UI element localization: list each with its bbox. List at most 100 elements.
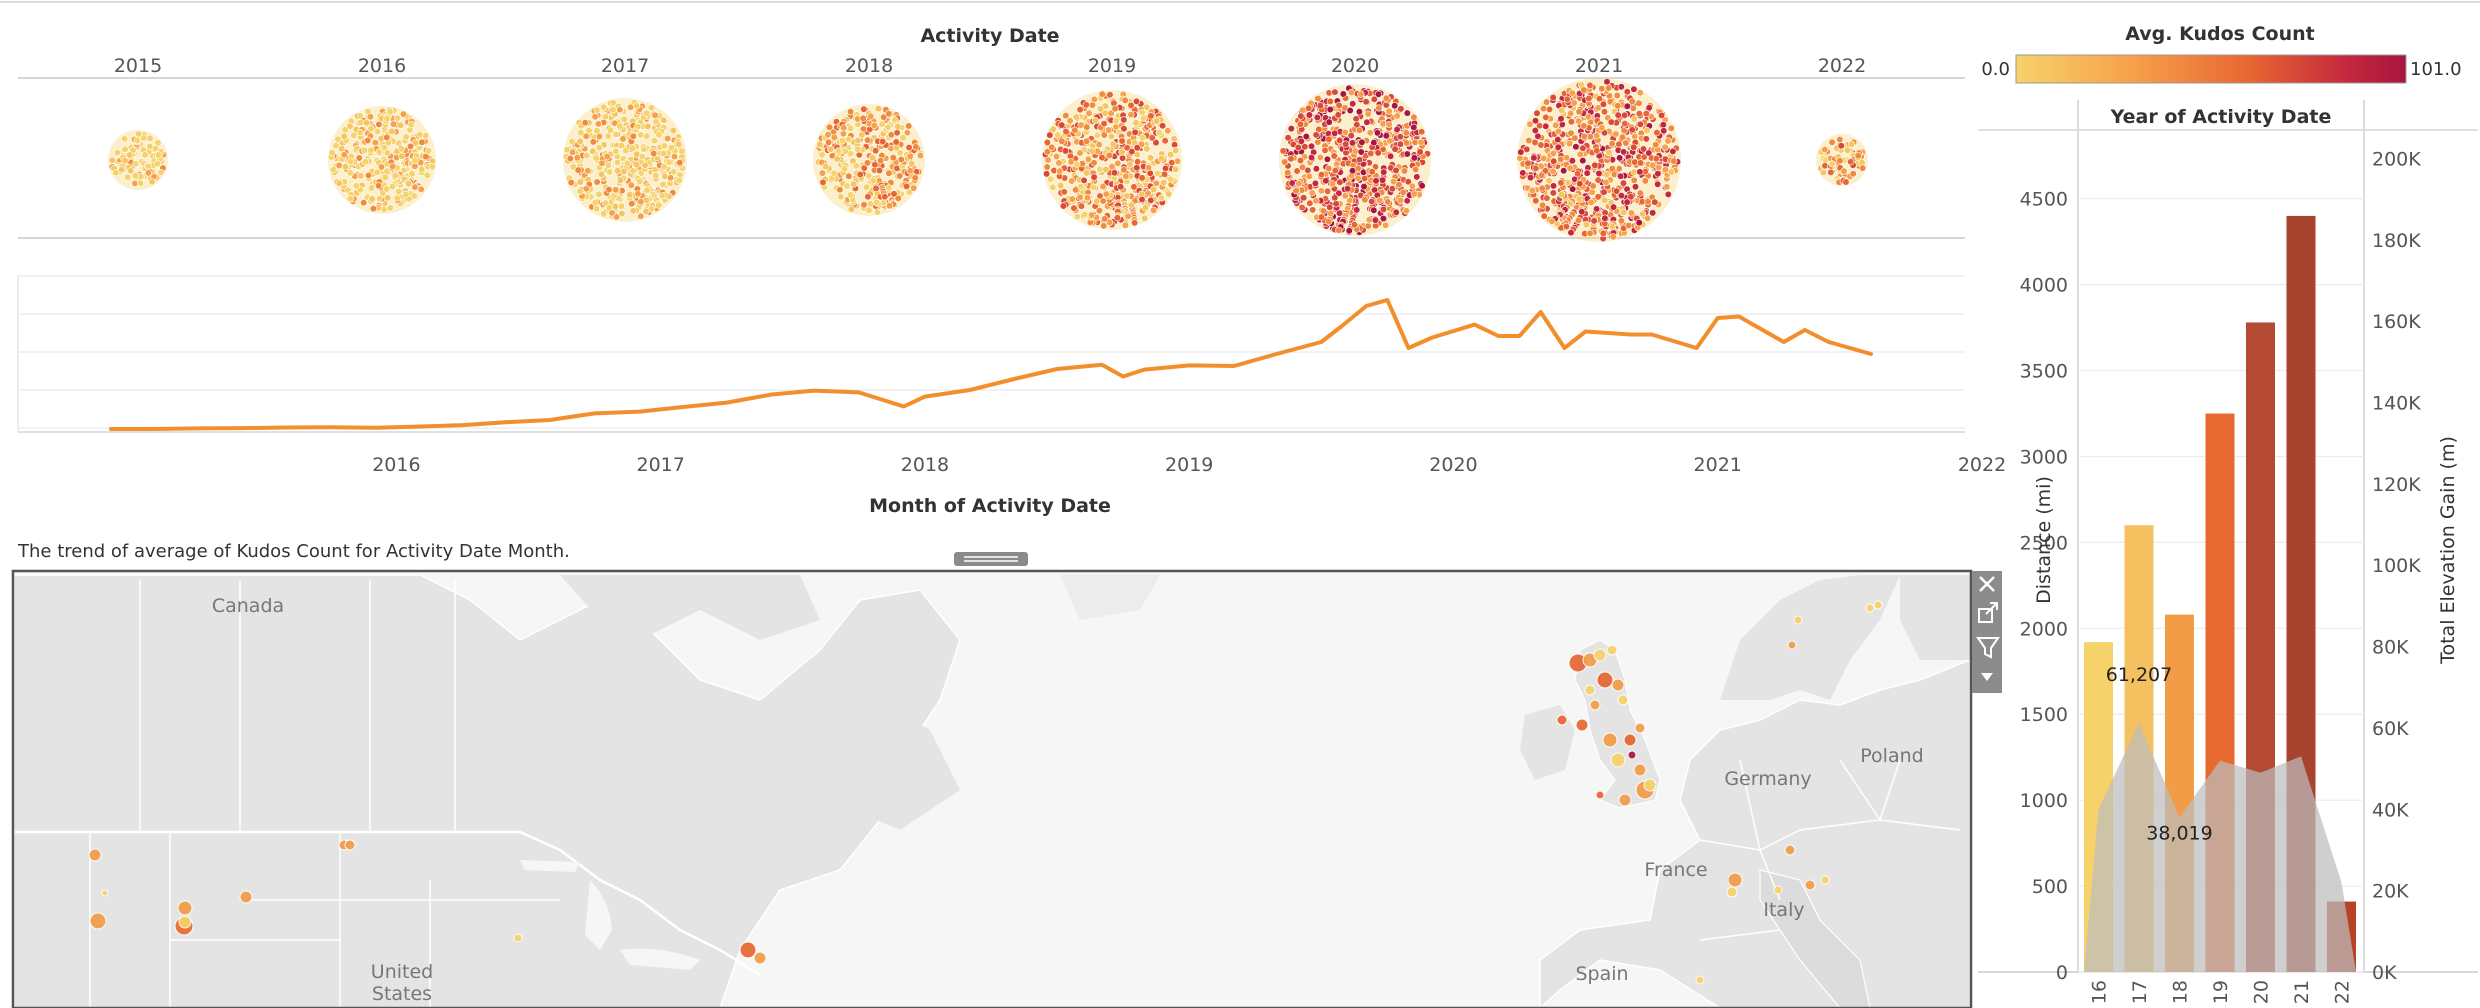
bar-y2-axis-title: Total Elevation Gain (m)	[2437, 436, 2459, 665]
map-pin[interactable]	[1633, 763, 1647, 777]
map-pin[interactable]	[1787, 640, 1797, 650]
dropdown-arrow-icon[interactable]	[1981, 673, 1993, 681]
map-pin[interactable]	[739, 941, 757, 959]
line-x-tick: 2018	[901, 454, 949, 476]
bar-y2-tick: 140K	[2372, 393, 2421, 415]
close-icon[interactable]	[1979, 576, 1995, 592]
map-pin[interactable]	[1611, 678, 1625, 692]
map-toolbar	[1972, 571, 2002, 693]
bubble-cluster[interactable]	[108, 130, 168, 190]
bar-x-tick: 17	[2129, 980, 2151, 1004]
map-pin[interactable]	[1596, 671, 1614, 689]
map-pin[interactable]	[1784, 844, 1796, 856]
bubble-cluster[interactable]	[1041, 90, 1182, 230]
map-pin[interactable]	[239, 890, 253, 904]
map-pin[interactable]	[1793, 615, 1803, 625]
bar-y2-tick: 40K	[2372, 799, 2409, 821]
bubble-year-label: 2022	[1818, 55, 1866, 77]
bar-x-tick: 21	[2291, 980, 2313, 1004]
map-pin[interactable]	[88, 848, 102, 862]
bar-y-tick: 1500	[2020, 704, 2068, 726]
map-pin[interactable]	[1623, 733, 1637, 747]
map-pin[interactable]	[1865, 603, 1875, 613]
bar-chart-title: Year of Activity Date	[2110, 106, 2332, 128]
map-pin[interactable]	[1804, 879, 1816, 891]
map-pin[interactable]	[1873, 600, 1883, 610]
bar-y-tick: 4000	[2020, 275, 2068, 297]
great-lakes	[520, 860, 700, 970]
map-pin[interactable]	[1584, 684, 1596, 696]
map-pin[interactable]	[101, 889, 109, 897]
map-label-italy: Italy	[1763, 899, 1804, 921]
bar-y2-tick: 0K	[2372, 962, 2397, 984]
bubble-cluster[interactable]	[813, 104, 925, 216]
bubble-cluster[interactable]	[562, 98, 687, 222]
map-pin[interactable]	[177, 900, 193, 916]
bubble-title: Activity Date	[920, 25, 1059, 47]
map-pin[interactable]	[1726, 886, 1738, 898]
map-pin[interactable]	[1575, 718, 1589, 732]
line-x-tick: 2016	[372, 454, 420, 476]
bar-chart: Year of Activity Date 0 500 1000 1500 2000 25…	[1978, 100, 2478, 1004]
bubble-cluster[interactable]	[327, 106, 437, 214]
color-legend-title: Avg. Kudos Count	[2125, 23, 2314, 45]
bar-y2-tick: 60K	[2372, 718, 2409, 740]
map-pin[interactable]	[1618, 793, 1632, 807]
line-chart: 2016 2017 2018 2019 2020 2021 2022 Month of Ac…	[17, 275, 2006, 562]
map-pin[interactable]	[178, 915, 192, 929]
bubble-year-label: 2017	[601, 55, 649, 77]
map-pin[interactable]	[1602, 732, 1618, 748]
bubble-year-label: 2015	[114, 55, 162, 77]
elevation-area	[2084, 723, 2356, 972]
map-pin[interactable]	[1773, 885, 1783, 895]
map-label-spain: Spain	[1575, 963, 1628, 985]
map-pin[interactable]	[513, 933, 523, 943]
map-pin[interactable]	[1643, 778, 1657, 792]
greenland-shape	[1060, 575, 1160, 620]
trend-line	[109, 298, 1873, 431]
bubble-cluster[interactable]	[1516, 78, 1682, 243]
map-label-canada: Canada	[212, 595, 284, 617]
line-x-tick: 2019	[1165, 454, 1213, 476]
bar-y-tick: 3000	[2020, 446, 2068, 468]
bar-y-tick: 500	[2032, 876, 2068, 898]
map-pin[interactable]	[1556, 714, 1568, 726]
map-pin[interactable]	[1593, 648, 1607, 662]
map-pin[interactable]	[1634, 722, 1646, 734]
bubble-cluster[interactable]	[1816, 134, 1868, 186]
resize-handle[interactable]	[954, 552, 1028, 566]
map-selection-border	[11, 569, 1973, 1008]
map-pin[interactable]	[1610, 752, 1626, 768]
map-panel[interactable]: Canada United States Germany Poland Fran…	[11, 552, 2002, 1008]
line-x-tick: 2017	[636, 454, 684, 476]
bar-y-tick: 1000	[2020, 790, 2068, 812]
map-pin[interactable]	[1589, 699, 1601, 711]
map-pin[interactable]	[1627, 750, 1637, 760]
map-pin[interactable]	[1606, 644, 1618, 656]
map-pin[interactable]	[89, 912, 107, 930]
map-label-france: France	[1644, 859, 1707, 881]
map-pin[interactable]	[1617, 694, 1629, 706]
map-pin[interactable]	[753, 951, 767, 965]
finland	[1900, 575, 1970, 660]
bar-x-tick: 22	[2332, 980, 2354, 1004]
bubble-year-label: 2018	[845, 55, 893, 77]
map-label-states: States	[372, 983, 432, 1005]
map-pin[interactable]	[1595, 790, 1605, 800]
bar-y-tick: 2000	[2020, 618, 2068, 640]
bar-y-tick: 2500	[2020, 532, 2068, 554]
caption-text: The trend of average of Kudos Count for …	[17, 541, 570, 562]
map-pin[interactable]	[344, 839, 356, 851]
map-label-united: United	[371, 961, 433, 983]
bubble-cluster[interactable]	[1279, 84, 1431, 236]
color-legend-bar	[2015, 54, 2407, 84]
map-pin[interactable]	[1695, 975, 1705, 985]
open-external-icon[interactable]	[1978, 602, 1998, 623]
filter-icon[interactable]	[1976, 637, 2000, 659]
map-pin[interactable]	[1820, 875, 1830, 885]
map-pin[interactable]	[1727, 872, 1743, 888]
line-x-axis-title: Month of Activity Date	[869, 495, 1111, 517]
bar-y2-tick: 160K	[2372, 311, 2421, 333]
bubble-year-label: 2020	[1331, 55, 1379, 77]
